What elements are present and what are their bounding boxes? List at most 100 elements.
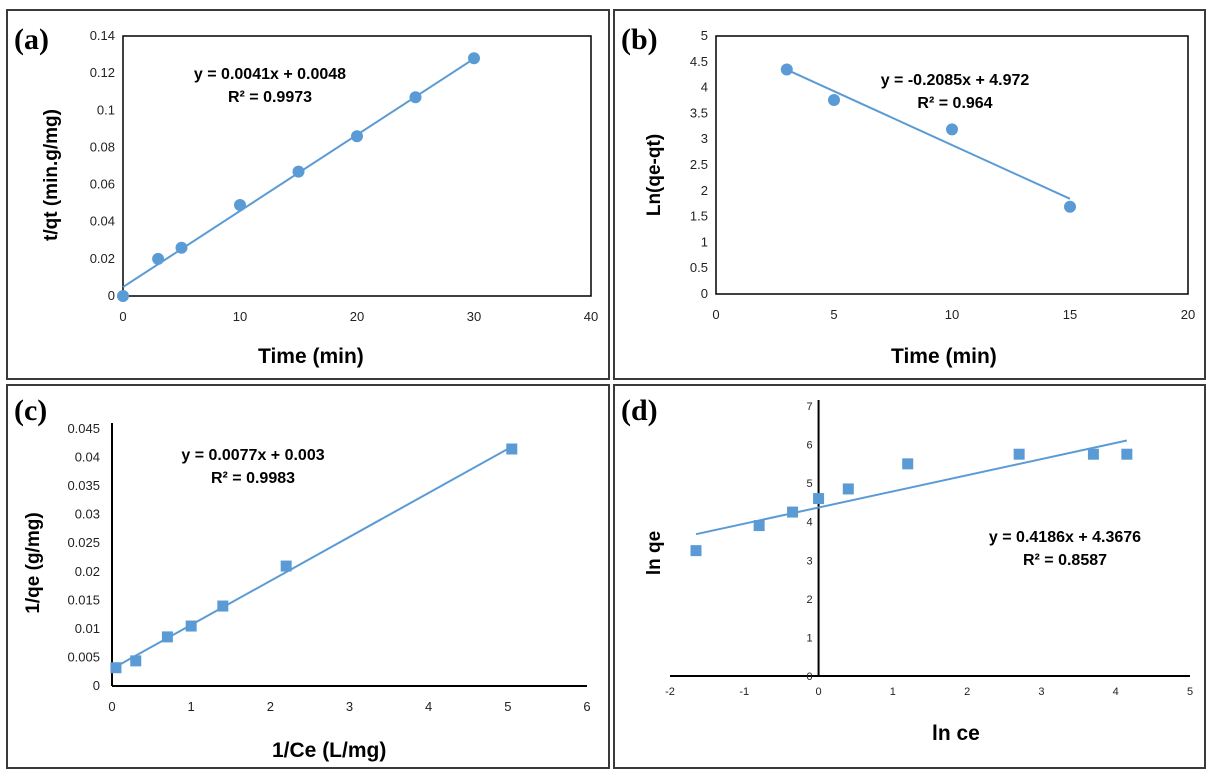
y-tick-label-a: 0.12 bbox=[90, 65, 115, 80]
y-tick-label-c: 0.04 bbox=[75, 450, 100, 465]
data-point-b bbox=[1064, 200, 1076, 213]
trendline-c bbox=[111, 445, 513, 670]
data-point-d bbox=[902, 458, 914, 470]
x-tick-label-d: 0 bbox=[816, 686, 822, 698]
r2-text-a: R² = 0.9973 bbox=[227, 89, 313, 106]
y-tick-label-a: 0.14 bbox=[90, 28, 115, 43]
y-tick-label-c: 0.015 bbox=[67, 592, 100, 607]
y-tick-label-c: 0.035 bbox=[67, 478, 100, 493]
y-tick-label-b: 3 bbox=[701, 131, 708, 146]
y-tick-label-d: 7 bbox=[806, 401, 812, 413]
equation-label-a: y = 0.0041x + 0.0048 R² = 0.9973 bbox=[170, 63, 370, 109]
y-tick-label-b: 0 bbox=[701, 286, 708, 301]
x-tick-label-d: 2 bbox=[964, 686, 970, 698]
y-tick-label-a: 0.1 bbox=[97, 102, 115, 117]
chart-panel-b: 0 5 10 15 20 0 0.5 1 1.5 2 2.5 3 3.5 4 4.5 5 (b) y = -0… bbox=[613, 9, 1206, 380]
chart-panel-a: 0 10 20 30 40 0 0.02 0.04 0.06 0.08 0.1 0.12 0.14 (a… bbox=[6, 9, 610, 380]
x-tick-label-d: 1 bbox=[890, 686, 896, 698]
y-tick-label-b: 4.5 bbox=[690, 54, 708, 69]
data-point-a bbox=[292, 165, 305, 178]
y-tick-label-b: 4 bbox=[701, 80, 708, 95]
data-point-d bbox=[1121, 448, 1133, 460]
y-tick-label-d: 5 bbox=[806, 478, 812, 490]
y-axis-label-a: t/qt (min.g/mg) bbox=[41, 109, 62, 241]
plot-area-frame-b bbox=[715, 35, 1189, 295]
x-tick-label-a: 10 bbox=[233, 309, 247, 324]
data-point-d bbox=[842, 483, 854, 495]
y-tick-label-a: 0.02 bbox=[90, 251, 115, 266]
y-tick-label-c: 0.01 bbox=[75, 621, 100, 636]
data-point-d bbox=[690, 545, 702, 557]
equation-text-b: y = -0.2085x + 4.972 bbox=[880, 72, 1030, 89]
trendline-b bbox=[786, 68, 1071, 200]
data-point-d bbox=[1013, 448, 1025, 460]
data-point-a bbox=[351, 130, 363, 143]
chart-plot-d: -2 -1 0 1 2 3 4 5 0 1 2 3 4 5 6 7 bbox=[665, 400, 1193, 698]
r2-text-c: R² = 0.9983 bbox=[210, 470, 296, 487]
panel-label-a: (a) bbox=[14, 23, 49, 56]
x-tick-label-b: 0 bbox=[712, 307, 719, 322]
y-axis-label-b: Ln(qe-qt) bbox=[644, 133, 665, 217]
data-point-a bbox=[468, 52, 480, 65]
equation-text-d: y = 0.4186x + 4.3676 bbox=[988, 529, 1142, 546]
data-point-a bbox=[409, 91, 422, 104]
data-point-c bbox=[217, 600, 229, 612]
x-tick-label-c: 6 bbox=[583, 699, 590, 714]
y-tick-label-c: 0.045 bbox=[67, 421, 100, 436]
y-tick-label-d: 2 bbox=[806, 594, 812, 606]
y-tick-label-c: 0.03 bbox=[75, 507, 100, 522]
chart-plot-c: 0 1 2 3 4 5 6 0 0.005 0.01 0.015 0.02 0.025 0.03 0.035… bbox=[67, 421, 590, 714]
data-point-b bbox=[946, 123, 958, 136]
panel-label-b: (b) bbox=[621, 23, 658, 56]
data-point-a bbox=[152, 252, 165, 265]
y-tick-label-a: 0 bbox=[108, 288, 115, 303]
x-tick-label-d: -2 bbox=[665, 686, 675, 698]
panel-label-d: (d) bbox=[621, 394, 658, 427]
y-tick-label-a: 0.04 bbox=[90, 214, 115, 229]
data-point-d bbox=[813, 493, 825, 505]
x-tick-label-c: 4 bbox=[425, 699, 432, 714]
y-tick-label-d: 0 bbox=[806, 671, 812, 683]
x-axis-label-a: Time (min) bbox=[258, 345, 364, 368]
x-axis-label-b: Time (min) bbox=[891, 345, 997, 368]
x-tick-label-c: 1 bbox=[188, 699, 195, 714]
data-point-c bbox=[130, 655, 142, 667]
chart-plot-b: 0 5 10 15 20 0 0.5 1 1.5 2 2.5 3 3.5 4 4.5 5 bbox=[690, 28, 1195, 322]
data-point-a bbox=[234, 199, 246, 211]
data-point-d bbox=[1087, 448, 1099, 460]
data-point-c bbox=[185, 620, 197, 632]
x-tick-label-d: -1 bbox=[739, 686, 749, 698]
equation-text-c: y = 0.0077x + 0.003 bbox=[181, 447, 325, 464]
y-tick-label-d: 3 bbox=[806, 555, 812, 567]
y-tick-label-d: 6 bbox=[806, 440, 812, 452]
y-tick-label-b: 2.5 bbox=[690, 157, 708, 172]
x-tick-label-a: 30 bbox=[467, 309, 481, 324]
x-tick-label-b: 5 bbox=[830, 307, 837, 322]
data-point-a bbox=[175, 241, 188, 254]
x-tick-label-b: 10 bbox=[945, 307, 959, 322]
equation-label-d: y = 0.4186x + 4.3676 R² = 0.8587 bbox=[965, 526, 1165, 572]
x-tick-label-c: 2 bbox=[267, 699, 274, 714]
chart-panel-d: -2 -1 0 1 2 3 4 5 0 1 2 3 4 5 6 7 (d) y = 0.4186x + 4.3… bbox=[613, 384, 1206, 769]
data-point-a bbox=[117, 290, 129, 302]
y-tick-label-c: 0 bbox=[93, 678, 100, 693]
equation-label-b: y = -0.2085x + 4.972 R² = 0.964 bbox=[855, 69, 1055, 115]
data-point-c bbox=[161, 631, 173, 643]
equation-text-a: y = 0.0041x + 0.0048 bbox=[193, 66, 347, 83]
y-tick-label-d: 1 bbox=[806, 632, 812, 644]
y-axis-label-d: ln qe bbox=[644, 530, 665, 576]
data-point-d bbox=[753, 520, 765, 532]
data-point-b bbox=[780, 63, 793, 76]
y-tick-label-b: 2 bbox=[701, 183, 708, 198]
equation-label-c: y = 0.0077x + 0.003 R² = 0.9983 bbox=[153, 444, 353, 490]
y-tick-label-a: 0.06 bbox=[90, 177, 115, 192]
y-tick-label-c: 0.025 bbox=[67, 535, 100, 550]
x-tick-label-a: 40 bbox=[584, 309, 598, 324]
x-tick-label-d: 5 bbox=[1187, 686, 1193, 698]
plot-area-frame-a bbox=[122, 35, 592, 297]
x-tick-label-d: 4 bbox=[1113, 686, 1119, 698]
y-tick-label-b: 1.5 bbox=[690, 209, 708, 224]
x-tick-label-c: 5 bbox=[504, 699, 511, 714]
chart-panel-c: 0 1 2 3 4 5 6 0 0.005 0.01 0.015 0.02 0.025 0.03 0.035… bbox=[6, 384, 610, 769]
data-point-d bbox=[787, 506, 799, 518]
